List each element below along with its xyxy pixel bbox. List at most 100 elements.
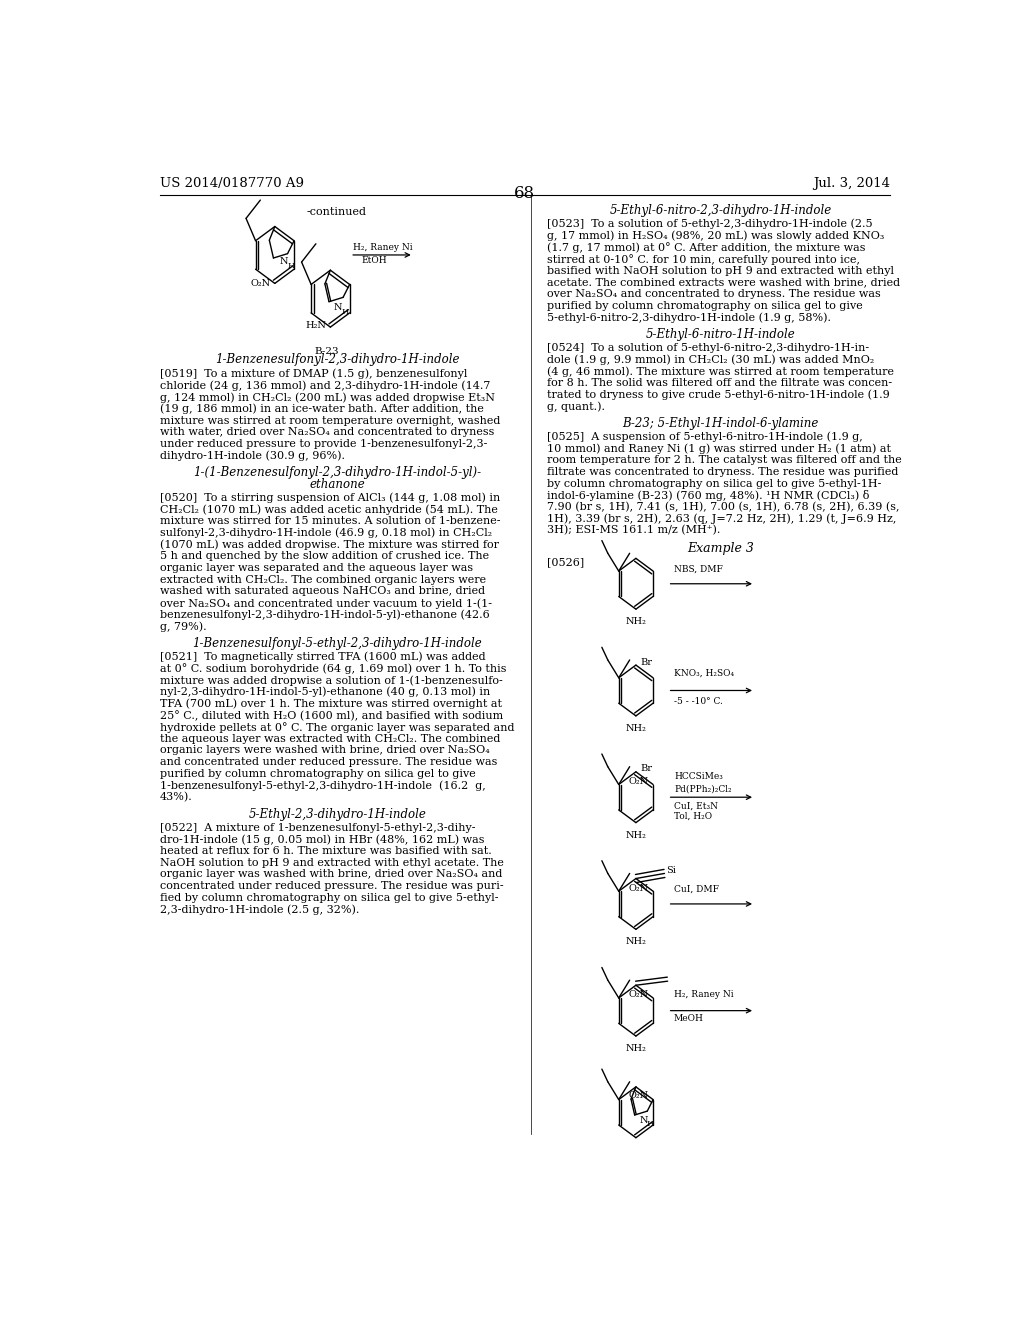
Text: 1H), 3.39 (br s, 2H), 2.63 (q, J=7.2 Hz, 2H), 1.29 (t, J=6.9 Hz,: 1H), 3.39 (br s, 2H), 2.63 (q, J=7.2 Hz,… [547, 513, 896, 524]
Text: (4 g, 46 mmol). The mixture was stirred at room temperature: (4 g, 46 mmol). The mixture was stirred … [547, 366, 894, 376]
Text: 1-Benzenesulfonyl-2,3-dihydro-1H-indole: 1-Benzenesulfonyl-2,3-dihydro-1H-indole [215, 352, 460, 366]
Text: O₂N: O₂N [629, 883, 649, 892]
Text: 68: 68 [514, 185, 536, 202]
Text: 43%).: 43%). [160, 792, 193, 803]
Text: H: H [288, 263, 295, 271]
Text: g, 17 mmol) in H₂SO₄ (98%, 20 mL) was slowly added KNO₃: g, 17 mmol) in H₂SO₄ (98%, 20 mL) was sl… [547, 231, 885, 242]
Text: -5 - -10° C.: -5 - -10° C. [674, 697, 723, 706]
Text: -continued: -continued [306, 207, 367, 218]
Text: and concentrated under reduced pressure. The residue was: and concentrated under reduced pressure.… [160, 758, 497, 767]
Text: Pd(PPh₂)₂Cl₂: Pd(PPh₂)₂Cl₂ [674, 784, 731, 793]
Text: benzenesulfonyl-2,3-dihydro-1H-indol-5-yl)-ethanone (42.6: benzenesulfonyl-2,3-dihydro-1H-indol-5-y… [160, 610, 489, 620]
Text: (1.7 g, 17 mmol) at 0° C. After addition, the mixture was: (1.7 g, 17 mmol) at 0° C. After addition… [547, 243, 865, 253]
Text: B-23: B-23 [314, 347, 339, 356]
Text: indol-6-ylamine (B-23) (760 mg, 48%). ¹H NMR (CDCl₃) δ: indol-6-ylamine (B-23) (760 mg, 48%). ¹H… [547, 490, 869, 502]
Text: Tol, H₂O: Tol, H₂O [674, 812, 712, 821]
Text: CH₂Cl₂ (1070 mL) was added acetic anhydride (54 mL). The: CH₂Cl₂ (1070 mL) was added acetic anhydr… [160, 504, 498, 515]
Text: 1-Benzenesulfonyl-5-ethyl-2,3-dihydro-1H-indole: 1-Benzenesulfonyl-5-ethyl-2,3-dihydro-1H… [193, 638, 482, 651]
Text: [0520]  To a stirring suspension of AlCl₃ (144 g, 1.08 mol) in: [0520] To a stirring suspension of AlCl₃… [160, 492, 500, 503]
Text: [0521]  To magnetically stirred TFA (1600 mL) was added: [0521] To magnetically stirred TFA (1600… [160, 652, 485, 663]
Text: filtrate was concentrated to dryness. The residue was purified: filtrate was concentrated to dryness. Th… [547, 467, 898, 477]
Text: [0526]: [0526] [547, 557, 585, 566]
Text: H₂, Raney Ni: H₂, Raney Ni [674, 990, 733, 999]
Text: concentrated under reduced pressure. The residue was puri-: concentrated under reduced pressure. The… [160, 880, 504, 891]
Text: 25° C., diluted with H₂O (1600 ml), and basified with sodium: 25° C., diluted with H₂O (1600 ml), and … [160, 710, 503, 721]
Text: organic layer was washed with brine, dried over Na₂SO₄ and: organic layer was washed with brine, dri… [160, 870, 502, 879]
Text: [0525]  A suspension of 5-ethyl-6-nitro-1H-indole (1.9 g,: [0525] A suspension of 5-ethyl-6-nitro-1… [547, 432, 863, 442]
Text: US 2014/0187770 A9: US 2014/0187770 A9 [160, 177, 304, 190]
Text: washed with saturated aqueous NaHCO₃ and brine, dried: washed with saturated aqueous NaHCO₃ and… [160, 586, 485, 597]
Text: [0522]  A mixture of 1-benzenesulfonyl-5-ethyl-2,3-dihy-: [0522] A mixture of 1-benzenesulfonyl-5-… [160, 822, 475, 833]
Text: H: H [646, 1121, 654, 1129]
Text: 10 mmol) and Raney Ni (1 g) was stirred under H₂ (1 atm) at: 10 mmol) and Raney Ni (1 g) was stirred … [547, 444, 891, 454]
Text: stirred at 0-10° C. for 10 min, carefully poured into ice,: stirred at 0-10° C. for 10 min, carefull… [547, 253, 860, 265]
Text: (19 g, 186 mmol) in an ice-water bath. After addition, the: (19 g, 186 mmol) in an ice-water bath. A… [160, 404, 483, 414]
Text: (1070 mL) was added dropwise. The mixture was stirred for: (1070 mL) was added dropwise. The mixtur… [160, 540, 499, 550]
Text: H₂, Raney Ni: H₂, Raney Ni [352, 243, 413, 252]
Text: KNO₃, H₂SO₄: KNO₃, H₂SO₄ [674, 668, 734, 677]
Text: g, 79%).: g, 79%). [160, 622, 207, 632]
Text: purified by column chromatography on silica gel to give: purified by column chromatography on sil… [547, 301, 863, 310]
Text: 5-ethyl-6-nitro-2,3-dihydro-1H-indole (1.9 g, 58%).: 5-ethyl-6-nitro-2,3-dihydro-1H-indole (1… [547, 313, 831, 323]
Text: under reduced pressure to provide 1-benzenesulfonyl-2,3-: under reduced pressure to provide 1-benz… [160, 440, 487, 449]
Text: extracted with CH₂Cl₂. The combined organic layers were: extracted with CH₂Cl₂. The combined orga… [160, 574, 485, 585]
Text: N: N [280, 256, 289, 265]
Text: NH₂: NH₂ [626, 725, 646, 733]
Text: at 0° C. sodium borohydride (64 g, 1.69 mol) over 1 h. To this: at 0° C. sodium borohydride (64 g, 1.69 … [160, 664, 506, 675]
Text: O₂N: O₂N [251, 279, 270, 288]
Text: heated at reflux for 6 h. The mixture was basified with sat.: heated at reflux for 6 h. The mixture wa… [160, 846, 492, 855]
Text: chloride (24 g, 136 mmol) and 2,3-dihydro-1H-indole (14.7: chloride (24 g, 136 mmol) and 2,3-dihydr… [160, 380, 490, 391]
Text: for 8 h. The solid was filtered off and the filtrate was concen-: for 8 h. The solid was filtered off and … [547, 378, 892, 388]
Text: 5 h and quenched by the slow addition of crushed ice. The: 5 h and quenched by the slow addition of… [160, 552, 488, 561]
Text: purified by column chromatography on silica gel to give: purified by column chromatography on sil… [160, 768, 475, 779]
Text: 2,3-dihydro-1H-indole (2.5 g, 32%).: 2,3-dihydro-1H-indole (2.5 g, 32%). [160, 904, 359, 915]
Text: H₂N: H₂N [305, 321, 327, 330]
Text: CuI, Et₃N: CuI, Et₃N [674, 801, 718, 810]
Text: HCCSiMe₃: HCCSiMe₃ [674, 772, 723, 781]
Text: hydroxide pellets at 0° C. The organic layer was separated and: hydroxide pellets at 0° C. The organic l… [160, 722, 514, 733]
Text: 1-benzenesulfonyl-5-ethyl-2,3-dihydro-1H-indole  (16.2  g,: 1-benzenesulfonyl-5-ethyl-2,3-dihydro-1H… [160, 780, 485, 791]
Text: MeOH: MeOH [674, 1014, 703, 1023]
Text: O₂N: O₂N [629, 990, 649, 999]
Text: 5-Ethyl-6-nitro-2,3-dihydro-1H-indole: 5-Ethyl-6-nitro-2,3-dihydro-1H-indole [609, 205, 831, 216]
Text: basified with NaOH solution to pH 9 and extracted with ethyl: basified with NaOH solution to pH 9 and … [547, 265, 894, 276]
Text: g, quant.).: g, quant.). [547, 401, 605, 412]
Text: Jul. 3, 2014: Jul. 3, 2014 [813, 177, 890, 190]
Text: over Na₂SO₄ and concentrated under vacuum to yield 1-(1-: over Na₂SO₄ and concentrated under vacuu… [160, 598, 492, 609]
Text: N: N [639, 1115, 648, 1125]
Text: fied by column chromatography on silica gel to give 5-ethyl-: fied by column chromatography on silica … [160, 892, 499, 903]
Text: 1-(1-Benzenesulfonyl-2,3-dihydro-1H-indol-5-yl)-: 1-(1-Benzenesulfonyl-2,3-dihydro-1H-indo… [194, 466, 481, 479]
Text: sulfonyl-2,3-dihydro-1H-indole (46.9 g, 0.18 mol) in CH₂Cl₂: sulfonyl-2,3-dihydro-1H-indole (46.9 g, … [160, 528, 492, 539]
Text: 7.90 (br s, 1H), 7.41 (s, 1H), 7.00 (s, 1H), 6.78 (s, 2H), 6.39 (s,: 7.90 (br s, 1H), 7.41 (s, 1H), 7.00 (s, … [547, 502, 899, 512]
Text: mixture was added dropwise a solution of 1-(1-benzenesulfo-: mixture was added dropwise a solution of… [160, 676, 503, 686]
Text: mixture was stirred for 15 minutes. A solution of 1-benzene-: mixture was stirred for 15 minutes. A so… [160, 516, 501, 527]
Text: g, 124 mmol) in CH₂Cl₂ (200 mL) was added dropwise Et₃N: g, 124 mmol) in CH₂Cl₂ (200 mL) was adde… [160, 392, 495, 403]
Text: H: H [342, 308, 349, 315]
Text: trated to dryness to give crude 5-ethyl-6-nitro-1H-indole (1.9: trated to dryness to give crude 5-ethyl-… [547, 389, 890, 400]
Text: organic layers were washed with brine, dried over Na₂SO₄: organic layers were washed with brine, d… [160, 746, 489, 755]
Text: dro-1H-indole (15 g, 0.05 mol) in HBr (48%, 162 mL) was: dro-1H-indole (15 g, 0.05 mol) in HBr (4… [160, 834, 484, 845]
Text: Br: Br [641, 764, 652, 774]
Text: N: N [334, 304, 342, 313]
Text: Br: Br [641, 657, 652, 667]
Text: NH₂: NH₂ [626, 830, 646, 840]
Text: by column chromatography on silica gel to give 5-ethyl-1H-: by column chromatography on silica gel t… [547, 479, 882, 488]
Text: mixture was stirred at room temperature overnight, washed: mixture was stirred at room temperature … [160, 416, 500, 425]
Text: ethanone: ethanone [309, 478, 366, 491]
Text: 5-Ethyl-2,3-dihydro-1H-indole: 5-Ethyl-2,3-dihydro-1H-indole [249, 808, 426, 821]
Text: [0519]  To a mixture of DMAP (1.5 g), benzenesulfonyl: [0519] To a mixture of DMAP (1.5 g), ben… [160, 368, 467, 379]
Text: [0523]  To a solution of 5-ethyl-2,3-dihydro-1H-indole (2.5: [0523] To a solution of 5-ethyl-2,3-dihy… [547, 219, 872, 230]
Text: room temperature for 2 h. The catalyst was filtered off and the: room temperature for 2 h. The catalyst w… [547, 455, 902, 465]
Text: B-23; 5-Ethyl-1H-indol-6-ylamine: B-23; 5-Ethyl-1H-indol-6-ylamine [623, 417, 818, 430]
Text: over Na₂SO₄ and concentrated to dryness. The residue was: over Na₂SO₄ and concentrated to dryness.… [547, 289, 881, 300]
Text: organic layer was separated and the aqueous layer was: organic layer was separated and the aque… [160, 562, 473, 573]
Text: NH₂: NH₂ [626, 1044, 646, 1053]
Text: nyl-2,3-dihydro-1H-indol-5-yl)-ethanone (40 g, 0.13 mol) in: nyl-2,3-dihydro-1H-indol-5-yl)-ethanone … [160, 686, 490, 697]
Text: EtOH: EtOH [361, 256, 387, 265]
Text: CuI, DMF: CuI, DMF [674, 884, 719, 894]
Text: O₂N: O₂N [629, 777, 649, 785]
Text: TFA (700 mL) over 1 h. The mixture was stirred overnight at: TFA (700 mL) over 1 h. The mixture was s… [160, 698, 502, 709]
Text: dihydro-1H-indole (30.9 g, 96%).: dihydro-1H-indole (30.9 g, 96%). [160, 450, 345, 461]
Text: NH₂: NH₂ [626, 618, 646, 626]
Text: with water, dried over Na₂SO₄ and concentrated to dryness: with water, dried over Na₂SO₄ and concen… [160, 428, 495, 437]
